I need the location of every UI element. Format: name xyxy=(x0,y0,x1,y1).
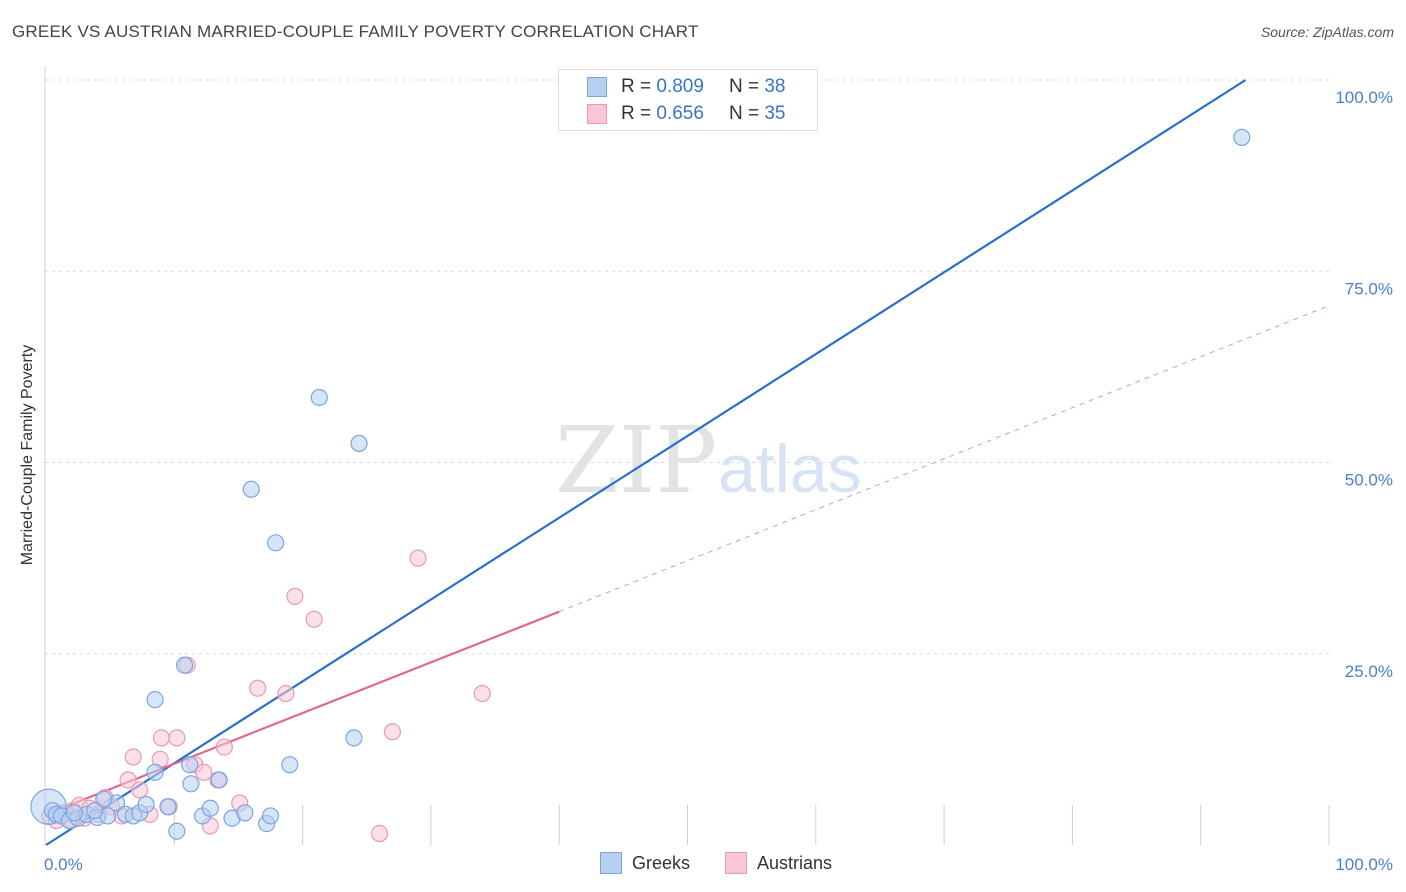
austrians-point xyxy=(383,723,402,741)
austrians-point xyxy=(124,748,142,766)
y-tick-label: 25.0% xyxy=(1345,662,1393,681)
greeks-point xyxy=(242,480,260,498)
bottom-legend-greeks: Greeks xyxy=(600,852,690,874)
austrians-label: Austrians xyxy=(757,852,833,873)
chart-title: GREEK VS AUSTRIAN MARRIED-COUPLE FAMILY … xyxy=(12,22,699,41)
source-label: Source: ZipAtlas.com xyxy=(1260,24,1394,40)
greeks-trend-line xyxy=(45,79,1247,846)
x-tick-label: 0.0% xyxy=(44,855,83,874)
austrians-point xyxy=(152,729,171,747)
greeks-point xyxy=(146,691,164,709)
greeks-point xyxy=(1233,128,1251,146)
legend-n-label: N = xyxy=(728,76,760,97)
greeks-point xyxy=(310,388,328,407)
greeks-point xyxy=(345,729,363,747)
legend: R = 0.809 N = 38 R = 0.656 N = 35 xyxy=(558,69,818,131)
greeks-point xyxy=(267,534,285,552)
y-tick-label: 75.0% xyxy=(1345,279,1393,298)
y-tick-label: 50.0% xyxy=(1345,471,1393,490)
bottom-legend-austrians: Austrians xyxy=(725,852,832,874)
legend-r-value: 0.656 xyxy=(656,103,704,124)
greeks-point xyxy=(181,756,199,774)
greeks-point xyxy=(86,801,104,820)
austrians-point xyxy=(249,679,267,697)
legend-n-value: 38 xyxy=(764,76,786,97)
greeks-swatch xyxy=(587,77,607,97)
x-tick-label: 100.0% xyxy=(1335,855,1393,874)
greeks-point xyxy=(146,763,164,781)
legend-r-label: R = xyxy=(621,103,652,124)
greeks-point xyxy=(210,771,228,789)
legend-r-label: R = xyxy=(621,76,652,97)
y-tick-label: 100.0% xyxy=(1335,88,1393,107)
austrians-point xyxy=(370,824,389,843)
austrians-point xyxy=(215,738,233,756)
austrians-point xyxy=(305,610,323,628)
watermark-atlas: atlas xyxy=(718,431,862,507)
legend-n-value: 35 xyxy=(764,103,786,124)
watermark-zip: ZIP xyxy=(555,407,717,514)
watermark: ZIP atlas xyxy=(555,407,862,514)
greeks-swatch xyxy=(600,852,622,874)
austrians-swatch xyxy=(725,852,747,874)
legend-row-greeks: R = 0.809 N = 38 xyxy=(559,73,785,101)
greeks-point xyxy=(182,775,200,793)
greeks-point xyxy=(159,798,177,816)
austrians-swatch xyxy=(587,104,607,124)
austrians-point xyxy=(277,684,295,703)
greeks-point xyxy=(137,795,155,814)
greeks-point xyxy=(95,790,113,808)
austrians-point xyxy=(168,729,186,747)
greeks-point xyxy=(281,756,299,774)
austrians-point xyxy=(286,587,304,605)
greeks-point xyxy=(201,799,219,817)
bottom-legend: Greeks Austrians xyxy=(0,852,1406,876)
austrians-point xyxy=(409,549,427,567)
tick-labels: 25.0% 50.0% 75.0% 100.0% 0.0% 100.0% xyxy=(44,88,1393,874)
greeks-point xyxy=(65,804,83,822)
data-points xyxy=(30,128,1251,843)
legend-n-label: N = xyxy=(728,103,760,124)
greeks-point xyxy=(168,822,186,840)
austrians-point xyxy=(195,763,213,781)
greeks-point xyxy=(175,656,194,674)
greeks-point xyxy=(261,807,280,825)
legend-row-austrians: R = 0.656 N = 35 xyxy=(559,100,785,128)
greeks-label: Greeks xyxy=(632,852,691,873)
austrians-trend-extension xyxy=(559,305,1330,613)
legend-r-value: 0.809 xyxy=(656,76,704,97)
austrians-point xyxy=(131,781,149,799)
greeks-point xyxy=(350,434,368,452)
greeks-point xyxy=(236,804,254,822)
austrians-point xyxy=(119,771,137,789)
austrians-point xyxy=(473,684,491,703)
